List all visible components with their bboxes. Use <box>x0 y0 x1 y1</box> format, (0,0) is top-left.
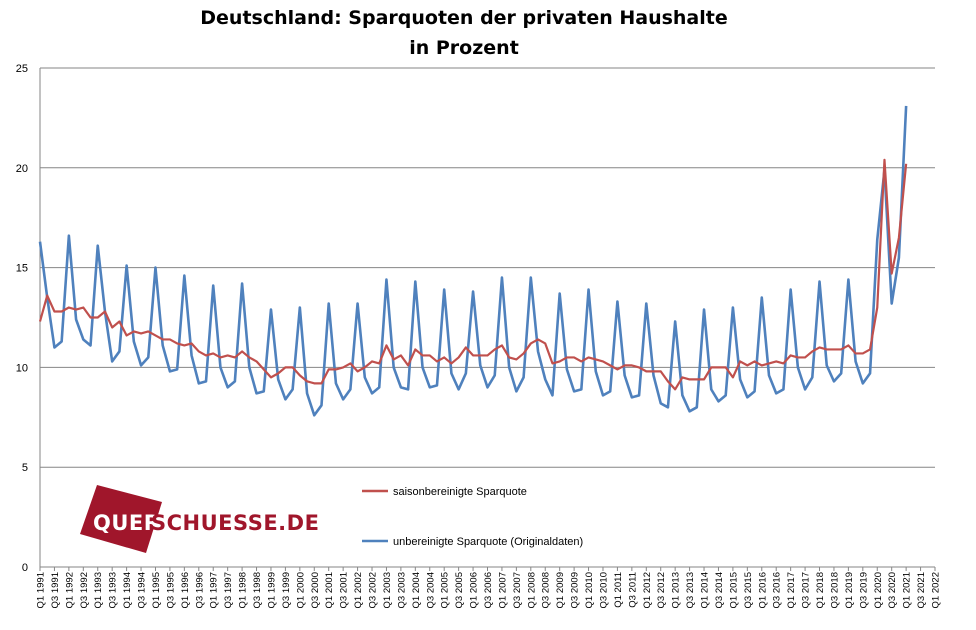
x-tick-label: Q3 1998 <box>252 572 263 608</box>
y-tick-label: 25 <box>16 63 28 75</box>
x-tick-label: Q1 2012 <box>642 572 653 608</box>
x-tick-label: Q1 2022 <box>931 572 942 608</box>
x-tick-label: Q3 2005 <box>454 572 465 608</box>
x-tick-label: Q1 2011 <box>613 572 624 608</box>
chart-subtitle: in Prozent <box>409 37 519 59</box>
x-tick-label: Q1 2005 <box>440 572 451 608</box>
x-tick-label: Q1 2014 <box>700 572 711 608</box>
x-tick-label: Q3 1994 <box>137 572 148 608</box>
x-tick-label: Q3 2012 <box>656 572 667 608</box>
x-tick-label: Q1 1992 <box>64 572 75 608</box>
x-tick-label: Q1 2019 <box>844 572 855 608</box>
x-tick-label: Q3 2003 <box>396 572 407 608</box>
x-tick-label: Q1 1994 <box>122 572 133 608</box>
gridlines <box>40 67 935 468</box>
x-tick-label: Q3 2002 <box>368 572 379 608</box>
x-tick-label: Q3 2014 <box>714 572 725 608</box>
legend-item-original: unbereinigte Sparquote (Originaldaten) <box>362 536 583 548</box>
x-tick-label: Q3 2009 <box>570 572 581 608</box>
x-tick-label: Q3 2021 <box>916 572 927 608</box>
x-tick-label: Q3 2007 <box>512 572 523 608</box>
x-tick-label: Q3 2018 <box>829 572 840 608</box>
x-tick-label: Q3 1995 <box>165 572 176 608</box>
y-tick-label: 15 <box>16 263 28 275</box>
x-tick-label: Q1 2006 <box>469 572 480 608</box>
x-tick-label: Q3 2019 <box>858 572 869 608</box>
x-tick-label: Q1 1999 <box>266 572 277 608</box>
logo-badge <box>80 485 162 553</box>
x-tick-label: Q3 1996 <box>194 572 205 608</box>
x-tick-label: Q3 2001 <box>339 572 350 608</box>
legend: saisonbereinigte Sparquote unbereinigte … <box>362 486 583 548</box>
x-tick-label: Q3 2013 <box>685 572 696 608</box>
x-axis-ticks: Q1 1991 Q3 1991 Q1 1992 Q3 1992 Q1 1993 Q3 19… <box>36 567 942 608</box>
logo-text-left: QUER <box>93 511 160 535</box>
x-tick-label: Q1 2018 <box>815 572 826 608</box>
x-tick-label: Q3 2000 <box>310 572 321 608</box>
x-tick-label: Q1 2007 <box>497 572 508 608</box>
x-tick-label: Q1 2016 <box>757 572 768 608</box>
y-tick-label: 0 <box>22 562 28 574</box>
x-tick-label: Q1 2015 <box>728 572 739 608</box>
x-tick-label: Q1 1995 <box>151 572 162 608</box>
x-tick-label: Q3 2017 <box>801 572 812 608</box>
x-tick-label: Q3 2006 <box>483 572 494 608</box>
legend-label-seasonal: saisonbereinigte Sparquote <box>393 486 527 498</box>
x-tick-label: Q3 2004 <box>425 572 436 608</box>
x-tick-label: Q1 2021 <box>902 572 913 608</box>
x-tick-label: Q3 2008 <box>541 572 552 608</box>
series-group <box>38 105 908 417</box>
x-tick-label: Q1 2009 <box>555 572 566 608</box>
logo-text-right: SCHUESSE.DE <box>151 511 319 535</box>
chart-title: Deutschland: Sparquoten der privaten Hau… <box>200 7 727 29</box>
x-tick-label: Q1 2020 <box>873 572 884 608</box>
logo: QUER SCHUESSE.DE <box>80 485 319 553</box>
x-tick-label: Q1 2010 <box>584 572 595 608</box>
x-tick-label: Q1 1996 <box>180 572 191 608</box>
x-tick-label: Q3 2016 <box>772 572 783 608</box>
x-tick-label: Q3 1997 <box>223 572 234 608</box>
x-tick-label: Q1 2000 <box>295 572 306 608</box>
series-line-seasonal <box>38 158 908 391</box>
x-tick-label: Q1 2003 <box>382 572 393 608</box>
x-tick-label: Q1 2004 <box>411 572 422 608</box>
x-tick-label: Q1 1993 <box>93 572 104 608</box>
x-tick-label: Q1 1997 <box>209 572 220 608</box>
legend-label-original: unbereinigte Sparquote (Originaldaten) <box>393 536 583 548</box>
legend-item-seasonal: saisonbereinigte Sparquote <box>362 486 527 498</box>
x-tick-label: Q3 1992 <box>79 572 90 608</box>
x-tick-label: Q3 2015 <box>743 572 754 608</box>
series-line-original <box>38 105 908 417</box>
y-tick-label: 20 <box>16 163 28 175</box>
x-tick-label: Q1 1991 <box>36 572 47 608</box>
y-axis-ticks: 0 5 10 15 20 25 <box>16 63 28 574</box>
x-tick-label: Q3 1993 <box>108 572 119 608</box>
x-tick-label: Q1 2002 <box>353 572 364 608</box>
y-tick-label: 5 <box>22 462 28 474</box>
x-tick-label: Q1 2001 <box>324 572 335 608</box>
x-tick-label: Q1 2013 <box>671 572 682 608</box>
y-tick-label: 10 <box>16 362 28 374</box>
x-tick-label: Q3 2010 <box>598 572 609 608</box>
x-tick-label: Q3 2020 <box>887 572 898 608</box>
x-tick-label: Q1 1998 <box>238 572 249 608</box>
x-tick-label: Q1 2017 <box>786 572 797 608</box>
x-tick-label: Q3 1999 <box>281 572 292 608</box>
x-tick-label: Q3 2011 <box>627 572 638 608</box>
x-tick-label: Q3 1991 <box>50 572 61 608</box>
x-tick-label: Q1 2008 <box>526 572 537 608</box>
